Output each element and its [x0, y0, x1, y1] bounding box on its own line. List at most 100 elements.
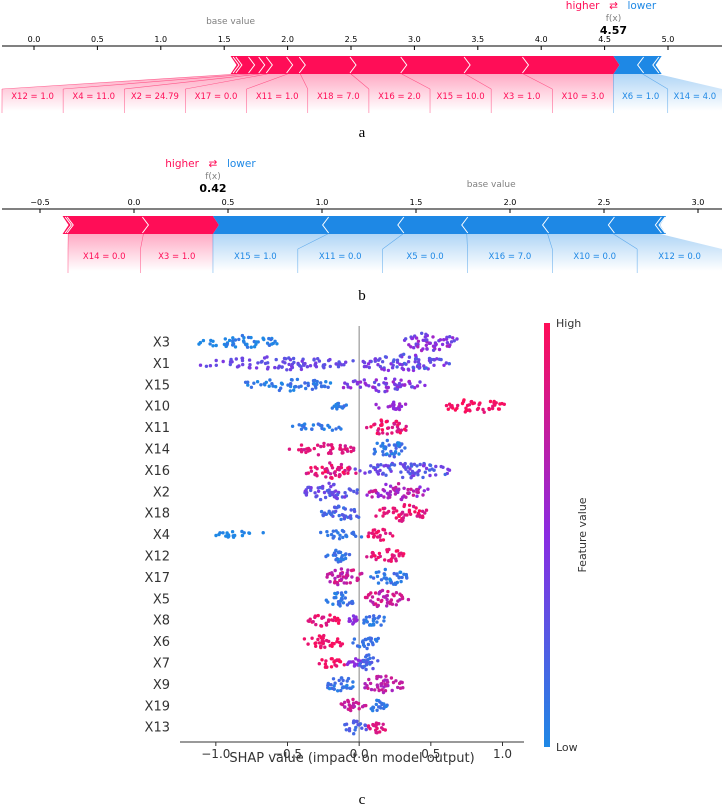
shap-point — [385, 581, 389, 585]
shap-point — [309, 466, 313, 470]
shap-point — [424, 508, 429, 512]
shap-point — [366, 686, 370, 690]
shap-point — [311, 620, 315, 624]
feature-name: X10 — [145, 400, 170, 415]
shap-point — [344, 552, 348, 556]
shap-point — [406, 487, 410, 492]
shap-point — [426, 487, 430, 491]
shap-point — [363, 723, 367, 727]
feature-row-X19 — [339, 697, 389, 713]
negative-chevron — [322, 216, 330, 234]
shap-point — [390, 425, 395, 430]
shap-point — [462, 398, 466, 402]
shap-point — [377, 592, 381, 596]
shap-point — [383, 678, 387, 682]
shap-point — [240, 533, 245, 538]
shap-point — [380, 588, 385, 593]
shap-point — [308, 364, 313, 368]
shap-point — [400, 575, 404, 580]
shap-point — [333, 473, 338, 477]
shap-point — [317, 634, 322, 638]
shap-point — [353, 467, 357, 471]
shap-point — [283, 361, 287, 365]
shap-point — [320, 658, 324, 662]
shap-point — [376, 470, 380, 474]
beeswarm-summary-plot: X3 X1 X15 X10 X11 X14 X16 X2 X18 X4 X12 X17 X5 X8 X6 X7… — [145, 317, 589, 808]
shap-point — [372, 380, 377, 385]
shap-point — [369, 464, 373, 468]
shap-point — [313, 614, 317, 618]
shap-point — [297, 448, 301, 452]
shap-point — [376, 659, 380, 663]
shap-point — [370, 551, 374, 555]
shap-point — [324, 380, 328, 384]
shap-point — [315, 382, 319, 386]
shap-point — [334, 362, 338, 366]
feature-label-connector — [523, 74, 614, 111]
shap-point — [393, 407, 397, 411]
shap-point — [314, 386, 318, 390]
shap-point — [353, 662, 357, 666]
shap-point — [429, 357, 434, 362]
shap-point — [389, 676, 394, 680]
shap-point — [385, 604, 389, 608]
shap-point — [398, 598, 402, 602]
negative-chevron — [607, 216, 615, 234]
base-value-label-a: base value — [206, 17, 255, 27]
shap-point — [446, 407, 450, 411]
shap-point — [315, 467, 319, 471]
shap-point — [302, 637, 307, 641]
force-bars-b — [62, 216, 667, 234]
shap-point — [343, 444, 347, 448]
shap-point — [404, 424, 408, 429]
shap-point — [412, 346, 416, 350]
shap-point — [344, 403, 348, 407]
shap-point — [231, 534, 235, 538]
shap-point — [374, 402, 378, 407]
shap-point — [434, 464, 438, 469]
feature-label-connector — [124, 74, 268, 111]
shap-point — [323, 645, 327, 649]
shap-point — [346, 568, 350, 572]
shap-point — [391, 359, 396, 364]
shap-point — [399, 428, 404, 432]
shap-point — [430, 467, 434, 471]
shap-point — [376, 492, 380, 496]
shap-point — [405, 513, 409, 517]
shap-point — [359, 535, 364, 539]
shap-point — [398, 686, 403, 690]
shap-point — [309, 488, 313, 493]
shap-point — [366, 725, 371, 729]
shap-point — [397, 681, 402, 686]
shap-point — [366, 534, 371, 539]
shap-point — [333, 505, 337, 510]
shap-point — [338, 533, 342, 537]
shap-point — [341, 470, 345, 474]
connector-line — [63, 73, 250, 90]
shap-point — [335, 640, 339, 644]
shap-point — [355, 488, 359, 492]
shap-point — [333, 663, 337, 667]
shap-point — [376, 581, 381, 585]
shap-point — [349, 508, 353, 512]
shap-point — [360, 640, 365, 644]
shap-point — [456, 403, 460, 408]
shap-point — [376, 363, 380, 367]
shap-point — [371, 656, 375, 660]
shap-point — [326, 385, 330, 389]
feature-label: X2 = 24.79 — [131, 92, 179, 102]
shap-point — [445, 344, 449, 348]
shap-point — [323, 662, 328, 666]
shap-point — [396, 685, 400, 690]
shap-point — [378, 357, 382, 361]
shap-point — [437, 357, 442, 361]
shap-point — [402, 486, 406, 490]
feature-row-X4 — [214, 527, 395, 542]
feature-label-connector — [613, 234, 722, 271]
shap-point — [374, 557, 378, 562]
shap-point — [354, 534, 358, 538]
shap-point — [345, 382, 349, 386]
shap-point — [392, 422, 397, 426]
shap-point — [377, 406, 381, 410]
shap-point — [416, 511, 420, 516]
